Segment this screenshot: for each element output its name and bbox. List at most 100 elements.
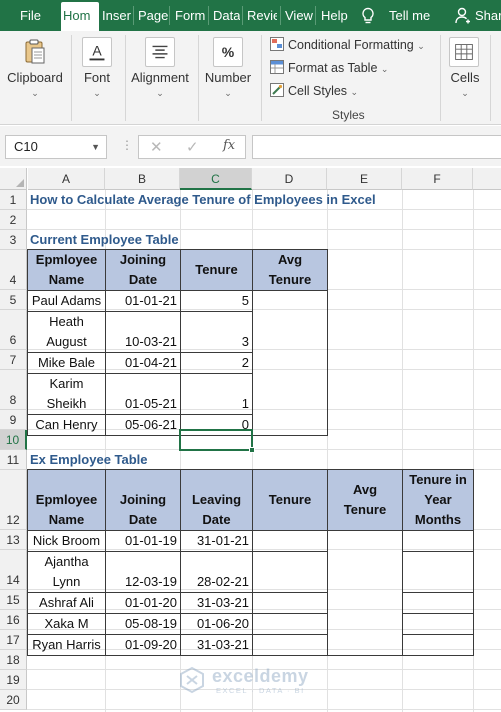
joining-date-cell[interactable]: 01-05-21 — [105, 373, 181, 415]
tab-review[interactable]: Revie — [247, 8, 277, 23]
row-header-6[interactable]: 6 — [0, 310, 27, 350]
row-header-10[interactable]: 10 — [0, 430, 27, 450]
worksheet-grid[interactable]: A B C D E F 1 2 3 4 5 6 7 8 9 10 11 12 1… — [0, 168, 501, 712]
employee-name-cell[interactable]: Ajantha Lynn — [27, 551, 106, 593]
employee-name-cell[interactable]: Ryan Harris — [27, 634, 106, 656]
row-header-19[interactable]: 19 — [0, 670, 27, 690]
header-employee-name[interactable]: Epmloyee Name — [27, 249, 106, 291]
header-avg-tenure[interactable]: Avg Tenure — [327, 469, 403, 531]
tenure-year-months-cell[interactable] — [402, 613, 474, 635]
header-tenure[interactable]: Tenure — [252, 469, 328, 531]
column-header-f[interactable]: F — [402, 168, 473, 190]
row-header-9[interactable]: 9 — [0, 410, 27, 430]
column-header-e[interactable]: E — [327, 168, 402, 190]
insert-function-icon[interactable]: fx — [223, 138, 236, 153]
tab-help[interactable]: Help — [321, 8, 348, 23]
tenure-cell[interactable]: 2 — [180, 352, 253, 374]
avg-tenure-cell[interactable] — [327, 530, 403, 656]
row-header-15[interactable]: 15 — [0, 590, 27, 610]
tenure-cell[interactable] — [252, 551, 328, 593]
joining-date-cell[interactable]: 01-04-21 — [105, 352, 181, 374]
joining-date-cell[interactable]: 01-01-21 — [105, 290, 181, 312]
employee-name-cell[interactable]: Nick Broom — [27, 530, 106, 552]
leaving-date-cell[interactable]: 28-02-21 — [180, 551, 253, 593]
employee-name-cell[interactable]: Mike Bale — [27, 352, 106, 374]
row-header-5[interactable]: 5 — [0, 290, 27, 310]
tenure-year-months-cell[interactable] — [402, 634, 474, 656]
joining-date-cell[interactable]: 01-01-20 — [105, 592, 181, 614]
enter-check-icon[interactable]: ✓ — [186, 139, 199, 156]
employee-name-cell[interactable]: Paul Adams — [27, 290, 106, 312]
tab-insert[interactable]: Inseri — [102, 8, 131, 23]
active-cell-c10[interactable] — [179, 429, 255, 453]
alignment-group[interactable]: Alignment ⌄ — [127, 31, 193, 125]
share-button[interactable]: Share — [475, 8, 501, 23]
formula-input[interactable] — [252, 135, 501, 159]
avg-tenure-cell[interactable] — [252, 290, 328, 436]
header-avg-tenure[interactable]: Avg Tenure — [252, 249, 328, 291]
row-header-3[interactable]: 3 — [0, 230, 27, 250]
column-header-d[interactable]: D — [252, 168, 327, 190]
tab-page-layout[interactable]: Page — [138, 8, 169, 23]
joining-date-cell[interactable]: 01-09-20 — [105, 634, 181, 656]
tenure-year-months-cell[interactable] — [402, 551, 474, 593]
leaving-date-cell[interactable]: 01-06-20 — [180, 613, 253, 635]
row-header-8[interactable]: 8 — [0, 370, 27, 410]
header-employee-name[interactable]: Epmloyee Name — [27, 469, 106, 531]
tenure-year-months-cell[interactable] — [402, 592, 474, 614]
row-header-14[interactable]: 14 — [0, 550, 27, 590]
fill-handle[interactable] — [249, 447, 255, 453]
tab-data[interactable]: Data — [213, 8, 241, 23]
font-group[interactable]: A Font ⌄ — [72, 31, 122, 125]
row-header-11[interactable]: 11 — [0, 450, 27, 470]
leaving-date-cell[interactable]: 31-01-21 — [180, 530, 253, 552]
tab-formulas[interactable]: Form — [175, 8, 206, 23]
joining-date-cell[interactable]: 12-03-19 — [105, 551, 181, 593]
employee-name-cell[interactable]: Heath August — [27, 311, 106, 353]
tenure-cell[interactable]: 1 — [180, 373, 253, 415]
employee-name-cell[interactable]: Can Henry — [27, 414, 106, 436]
chevron-down-icon[interactable]: ▼ — [91, 142, 100, 152]
tab-file[interactable]: File — [20, 8, 41, 23]
row-header-17[interactable]: 17 — [0, 630, 27, 650]
drag-handle-icon[interactable]: ⋮ — [121, 138, 133, 152]
joining-date-cell[interactable]: 01-01-19 — [105, 530, 181, 552]
leaving-date-cell[interactable]: 31-03-21 — [180, 634, 253, 656]
select-all-corner[interactable] — [0, 168, 27, 190]
column-header-blank[interactable] — [473, 168, 501, 190]
column-header-a[interactable]: A — [28, 168, 105, 190]
tenure-cell[interactable] — [252, 530, 328, 552]
tenure-year-months-cell[interactable] — [402, 530, 474, 552]
row-header-13[interactable]: 13 — [0, 530, 27, 550]
tell-me-box[interactable]: Tell me — [389, 8, 431, 23]
lightbulb-icon[interactable] — [361, 7, 375, 25]
header-leaving-date[interactable]: Leaving Date — [180, 469, 253, 531]
row-header-12[interactable]: 12 — [0, 470, 27, 530]
row-header-2[interactable]: 2 — [0, 210, 27, 230]
row-header-1[interactable]: 1 — [0, 190, 27, 210]
tenure-cell[interactable] — [252, 592, 328, 614]
clipboard-group[interactable]: Clipboard ⌄ — [0, 31, 70, 125]
employee-name-cell[interactable]: Ashraf Ali — [27, 592, 106, 614]
joining-date-cell[interactable]: 05-06-21 — [105, 414, 181, 436]
cancel-icon[interactable]: ✕ — [150, 139, 163, 156]
leaving-date-cell[interactable]: 31-03-21 — [180, 592, 253, 614]
format-as-table-button[interactable]: Format as Table ⌄ — [270, 60, 388, 80]
employee-name-cell[interactable]: Karim Sheikh — [27, 373, 106, 415]
conditional-formatting-button[interactable]: Conditional Formatting ⌄ — [270, 37, 425, 57]
header-tenure-year-months[interactable]: Tenure in Year Months — [402, 469, 474, 531]
name-box[interactable]: C10 ▼ — [5, 135, 107, 159]
row-header-20[interactable]: 20 — [0, 690, 27, 710]
row-header-18[interactable]: 18 — [0, 650, 27, 670]
share-person-icon[interactable] — [455, 7, 471, 24]
tenure-cell[interactable]: 5 — [180, 290, 253, 312]
joining-date-cell[interactable]: 10-03-21 — [105, 311, 181, 353]
cells-group[interactable]: Cells ⌄ — [443, 31, 487, 125]
number-group[interactable]: % Number ⌄ — [200, 31, 256, 125]
tenure-cell[interactable] — [252, 613, 328, 635]
tab-home[interactable]: Hom — [61, 2, 99, 31]
header-joining-date[interactable]: Joining Date — [105, 469, 181, 531]
row-header-4[interactable]: 4 — [0, 250, 27, 290]
column-header-c[interactable]: C — [180, 168, 252, 190]
row-header-7[interactable]: 7 — [0, 350, 27, 370]
